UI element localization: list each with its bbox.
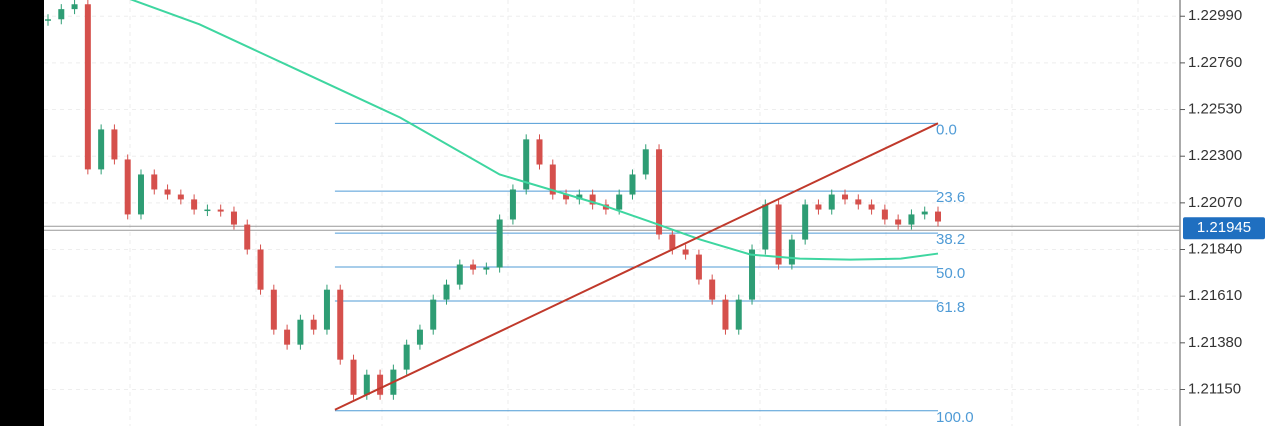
fib-label: 0.0 xyxy=(936,121,957,138)
candle-body xyxy=(549,164,556,195)
candle-body xyxy=(58,9,65,20)
candle-body xyxy=(416,329,423,345)
candle-body xyxy=(111,129,118,160)
candle-body xyxy=(456,264,463,285)
moving-average xyxy=(130,0,939,261)
candle-body xyxy=(191,199,198,210)
candle-body xyxy=(855,199,862,205)
left-bezel xyxy=(0,0,44,426)
candle-body xyxy=(377,374,384,395)
candle-body xyxy=(762,204,769,250)
candle-body xyxy=(802,204,809,240)
candle-body xyxy=(616,194,623,210)
candle-body xyxy=(204,209,211,212)
candle-body xyxy=(788,239,795,265)
candle-body xyxy=(430,299,437,330)
candle-body xyxy=(895,219,902,225)
candle-body xyxy=(244,224,251,250)
candle-body xyxy=(749,249,756,300)
candle-body xyxy=(642,149,649,175)
candle-body xyxy=(589,194,596,205)
candle-body xyxy=(443,284,450,300)
candle-body xyxy=(363,374,370,395)
y-tick-label: 1.21840 xyxy=(1188,240,1242,257)
candle-body xyxy=(164,189,171,195)
candle-body xyxy=(337,289,344,360)
candle-body xyxy=(310,319,317,330)
candle-body xyxy=(709,279,716,300)
candle-body xyxy=(629,174,636,195)
fib-label: 38.2 xyxy=(936,231,965,248)
candle-body xyxy=(815,204,822,210)
last-price-tag xyxy=(1183,217,1265,240)
y-tick-label: 1.22300 xyxy=(1188,147,1242,164)
candle-body xyxy=(842,194,849,200)
candle-body xyxy=(177,194,184,200)
trendline xyxy=(334,122,939,411)
candle-body xyxy=(483,267,490,270)
candle-body xyxy=(921,211,928,215)
candle-body xyxy=(881,209,888,220)
y-tick-label: 1.22990 xyxy=(1188,7,1242,24)
y-tick-label: 1.22070 xyxy=(1188,194,1242,211)
y-tick-label: 1.21610 xyxy=(1188,287,1242,304)
candle-body xyxy=(509,189,516,220)
candle-body xyxy=(151,174,158,190)
candle-body xyxy=(257,249,264,290)
last-price-label: 1.21945 xyxy=(1197,219,1251,236)
fib-label: 50.0 xyxy=(936,265,965,282)
candle-body xyxy=(323,289,330,330)
candle-body xyxy=(576,194,583,200)
candle-body xyxy=(682,249,689,255)
candle-body xyxy=(98,129,105,170)
candle-body xyxy=(297,319,304,345)
fib-label: 61.8 xyxy=(936,299,965,316)
candle-body xyxy=(350,359,357,395)
candle-body xyxy=(217,209,224,212)
candle-body xyxy=(669,234,676,250)
candle-body xyxy=(284,329,291,345)
candle-body xyxy=(828,194,835,210)
fib-label: 100.0 xyxy=(936,409,974,426)
candle-body xyxy=(45,19,51,21)
candle-body xyxy=(137,174,144,215)
candle-body xyxy=(470,264,477,270)
candle-body xyxy=(935,211,941,222)
candle-body xyxy=(775,204,782,265)
candle-body xyxy=(230,211,237,225)
candle-body xyxy=(270,289,277,330)
candle-body xyxy=(563,194,570,200)
candle-body xyxy=(403,344,410,370)
candle-body xyxy=(735,299,742,330)
candle-body xyxy=(124,159,131,215)
candle-body xyxy=(536,139,543,165)
candle-body xyxy=(496,219,503,268)
candle-body xyxy=(84,4,91,170)
candle-body xyxy=(908,214,915,225)
candle-body xyxy=(71,4,78,10)
candle-body xyxy=(868,204,875,210)
candle-body xyxy=(695,254,702,280)
candle-body xyxy=(656,149,663,235)
y-tick-label: 1.22760 xyxy=(1188,54,1242,71)
fib-label: 23.6 xyxy=(936,189,965,206)
y-tick-label: 1.22530 xyxy=(1188,101,1242,118)
y-tick-label: 1.21380 xyxy=(1188,334,1242,351)
candle-body xyxy=(722,299,729,330)
y-tick-label: 1.21150 xyxy=(1188,380,1241,397)
candle-body xyxy=(523,139,530,190)
